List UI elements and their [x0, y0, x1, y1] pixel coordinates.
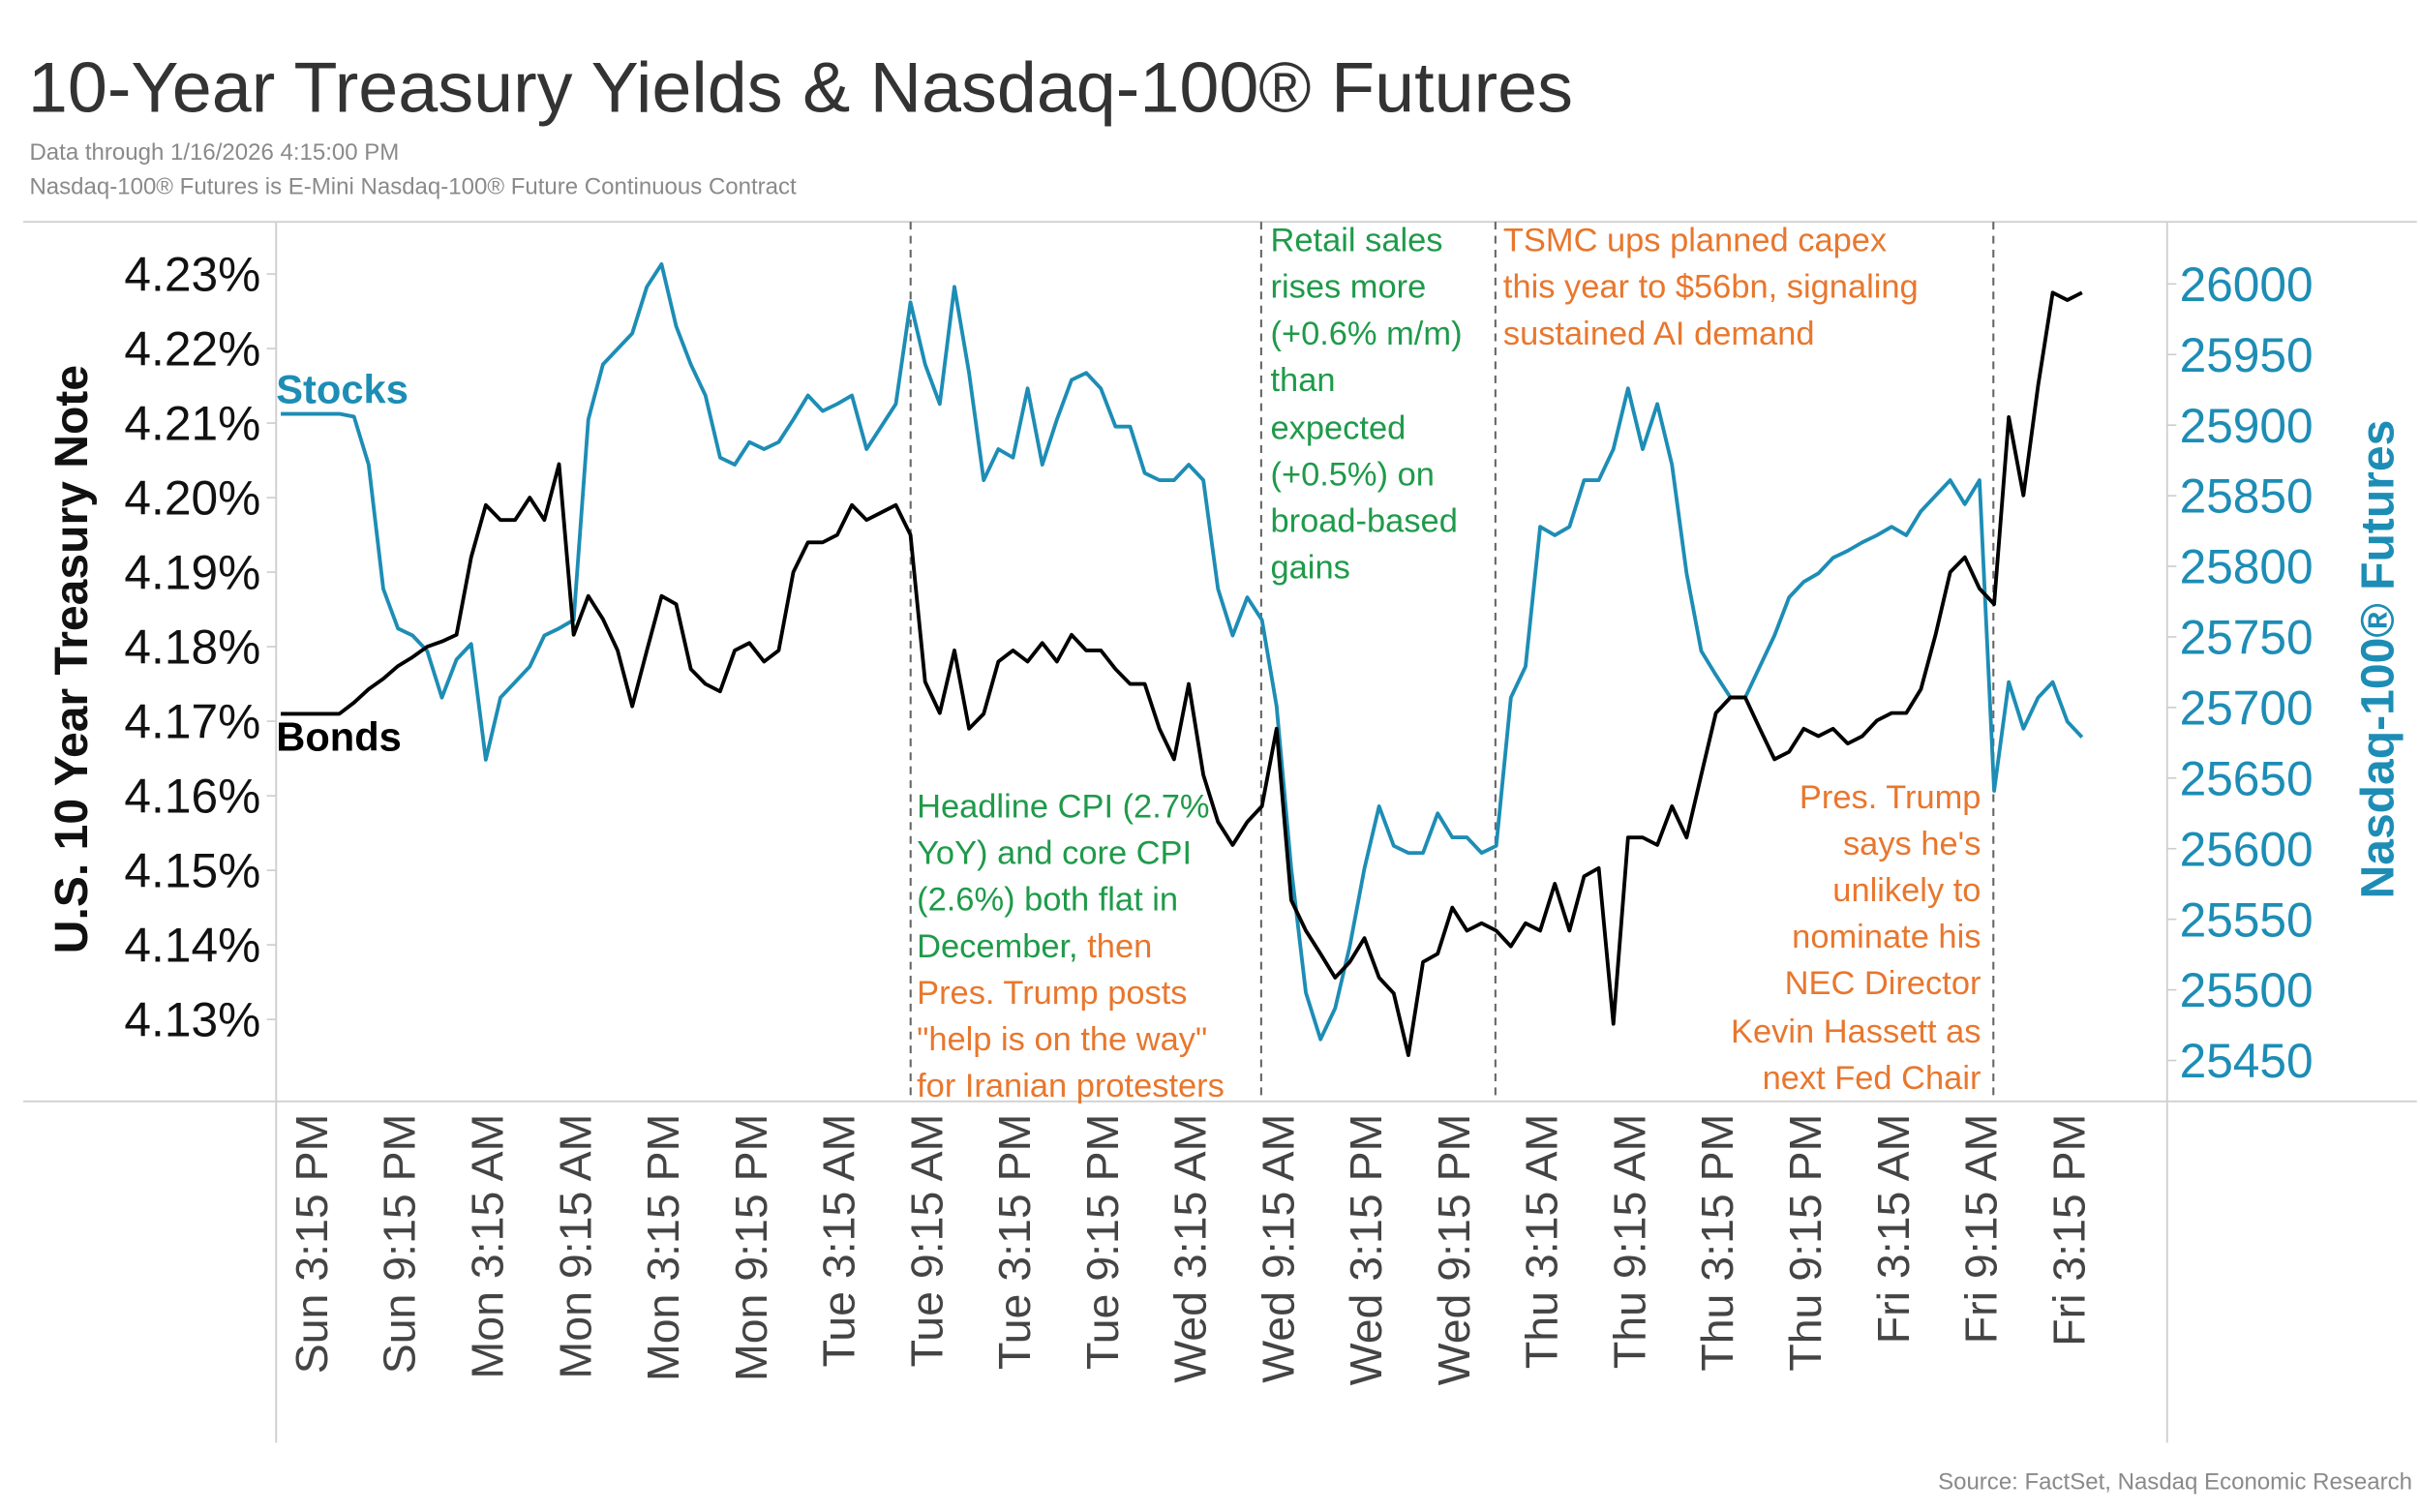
annotation: YoY) and core CPI	[917, 835, 1192, 872]
y-tick-label: 4.19%	[124, 546, 260, 600]
series-line	[281, 290, 2083, 1057]
annotation: December, then	[917, 928, 1152, 965]
y-tick-label: 4.18%	[124, 620, 260, 675]
x-tick-label: Tue 9:15 AM	[901, 1114, 952, 1368]
y-tick-label: 4.21%	[124, 397, 260, 451]
y2-tick-label: 25850	[2180, 469, 2314, 524]
annotation: than	[1270, 362, 1335, 399]
x-tick-label: Mon 9:15 AM	[550, 1114, 600, 1379]
y-tick-label: 4.14%	[124, 919, 260, 973]
x-tick-label: Wed 9:15 AM	[1253, 1114, 1303, 1383]
legend-label: Stocks	[276, 367, 408, 412]
x-tick-label: Mon 3:15 AM	[462, 1114, 512, 1379]
series-line	[281, 261, 2084, 1042]
annotation: "help is on the way"	[917, 1021, 1207, 1058]
y2-tick-label: 25950	[2180, 328, 2314, 382]
annotation: sustained AI demand	[1503, 316, 1815, 352]
annotation: Pres. Trump posts	[917, 975, 1187, 1012]
x-tick-label: Thu 3:15 PM	[1692, 1114, 1742, 1372]
annotation: TSMC ups planned capex	[1503, 223, 1887, 259]
x-tick-label: Wed 9:15 PM	[1429, 1114, 1479, 1386]
annotation: unlikely to	[1832, 872, 1981, 909]
y2-tick-label: 25900	[2180, 399, 2314, 453]
annotation: rises more	[1270, 269, 1426, 306]
x-tick-label: Thu 9:15 AM	[1604, 1114, 1654, 1369]
annotation-part: December,	[917, 928, 1078, 965]
legend-label: Bonds	[276, 714, 402, 760]
y-tick-label: 4.23%	[124, 248, 260, 302]
x-tick-label: Sun 3:15 PM	[287, 1114, 337, 1375]
annotation: this year to $56bn, signaling	[1503, 269, 1919, 306]
y2-tick-label: 25450	[2180, 1034, 2314, 1088]
x-tick-label: Tue 3:15 AM	[814, 1114, 864, 1368]
y-tick-label: 4.17%	[124, 695, 260, 749]
x-tick-label: Thu 9:15 PM	[1780, 1114, 1830, 1372]
chart-subtitle: Data through 1/16/2026 4:15:00 PM	[29, 139, 399, 166]
y-tick-label: 4.16%	[124, 770, 260, 824]
annotation: Kevin Hassett as	[1731, 1013, 1981, 1050]
annotation: says he's	[1843, 826, 1981, 862]
y2-tick-label: 26000	[2180, 257, 2314, 312]
x-tick-label: Thu 3:15 AM	[1517, 1114, 1567, 1369]
annotation-part: then	[1087, 928, 1152, 965]
annotation: (+0.5%) on	[1270, 457, 1434, 494]
x-tick-label: Sun 9:15 PM	[375, 1114, 425, 1375]
y-tick-label: 4.13%	[124, 993, 260, 1047]
annotation: expected	[1270, 410, 1406, 447]
annotation: for Iranian protesters	[917, 1068, 1225, 1104]
annotation: Pres. Trump	[1800, 779, 1981, 816]
y-tick-label: 4.22%	[124, 322, 260, 377]
source-note: Source: FactSet, Nasdaq Economic Researc…	[1938, 1468, 2412, 1495]
annotation: Retail sales	[1270, 223, 1442, 259]
annotation: (2.6%) both flat in	[917, 882, 1178, 919]
x-tick-label: Tue 9:15 PM	[1077, 1114, 1128, 1370]
annotation: next Fed Chair	[1763, 1060, 1981, 1097]
y2-tick-label: 25600	[2180, 822, 2314, 876]
y2-axis-title: Nasdaq-100® Futures	[2352, 420, 2405, 899]
y2-tick-label: 25500	[2180, 963, 2314, 1017]
x-tick-label: Mon 9:15 PM	[726, 1114, 776, 1381]
annotation: Headline CPI (2.7%	[917, 789, 1209, 826]
annotation: (+0.6% m/m)	[1270, 316, 1462, 352]
annotation: broad-based	[1270, 503, 1457, 540]
x-tick-label: Fri 3:15 AM	[1868, 1114, 1919, 1345]
y2-tick-label: 25700	[2180, 681, 2314, 736]
x-tick-label: Tue 3:15 PM	[989, 1114, 1040, 1370]
chart-title: 10-Year Treasury Yields & Nasdaq-100® Fu…	[28, 46, 1573, 127]
x-tick-label: Wed 3:15 AM	[1165, 1114, 1216, 1383]
x-tick-label: Fri 3:15 PM	[2043, 1114, 2094, 1346]
y-axis-title: U.S. 10 Year Treasury Note	[45, 365, 98, 953]
annotation: nominate his	[1792, 919, 1981, 955]
y2-tick-label: 25550	[2180, 892, 2314, 947]
x-tick-label: Mon 3:15 PM	[638, 1114, 688, 1381]
y-tick-label: 4.15%	[124, 844, 260, 898]
x-tick-label: Fri 9:15 AM	[1956, 1114, 2007, 1345]
chart-subtitle: Nasdaq-100® Futures is E-Mini Nasdaq-100…	[29, 173, 797, 199]
annotation: NEC Director	[1785, 965, 1981, 1002]
y2-tick-label: 25800	[2180, 540, 2314, 594]
y2-tick-label: 25650	[2180, 751, 2314, 805]
x-tick-label: Wed 3:15 PM	[1341, 1114, 1391, 1386]
annotation: gains	[1270, 550, 1349, 587]
y2-tick-label: 25750	[2180, 611, 2314, 665]
y-tick-label: 4.20%	[124, 471, 260, 526]
